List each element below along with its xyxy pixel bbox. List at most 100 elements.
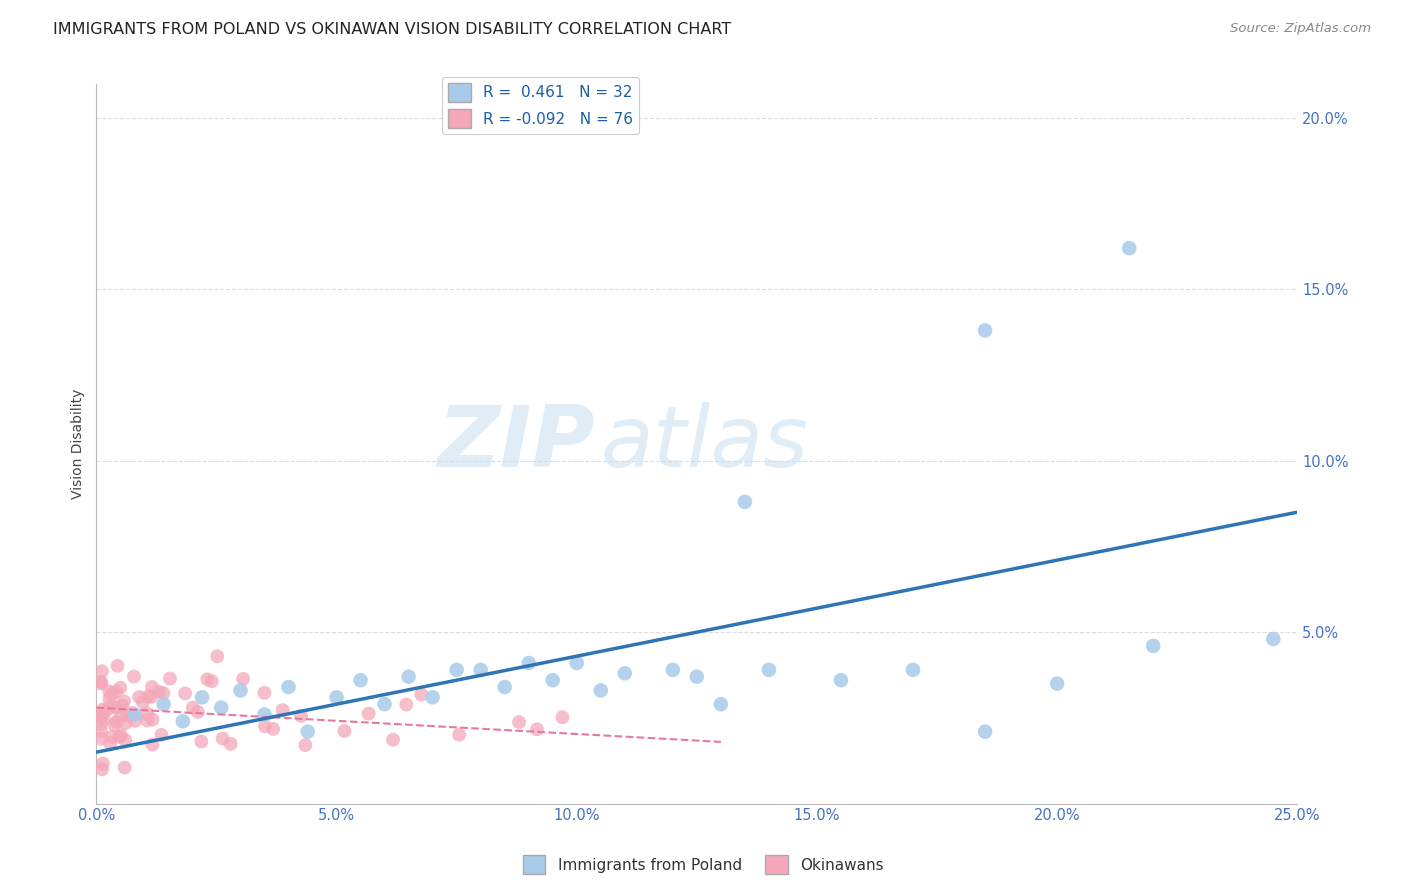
Point — [148, 685, 170, 699]
Point — [181, 700, 204, 714]
Point — [494, 680, 516, 694]
Text: atlas: atlas — [600, 402, 808, 485]
Point — [191, 690, 214, 705]
Point — [349, 673, 371, 688]
Point — [172, 714, 194, 729]
Text: ZIP: ZIP — [437, 402, 595, 485]
Point — [114, 732, 136, 747]
Point — [97, 702, 120, 716]
Point — [333, 723, 356, 738]
Point — [253, 707, 276, 722]
Point — [141, 738, 163, 752]
Point — [90, 676, 112, 690]
Point — [1142, 639, 1164, 653]
Point — [662, 663, 685, 677]
Point — [121, 706, 143, 720]
Legend: Immigrants from Poland, Okinawans: Immigrants from Poland, Okinawans — [516, 849, 890, 880]
Point — [152, 697, 174, 711]
Point — [382, 732, 405, 747]
Point — [374, 697, 396, 711]
Point — [613, 666, 636, 681]
Point — [141, 690, 163, 704]
Point — [103, 718, 125, 732]
Point — [710, 697, 733, 711]
Point — [686, 670, 709, 684]
Point — [1263, 632, 1285, 646]
Point — [830, 673, 852, 688]
Point — [207, 649, 229, 664]
Point — [253, 719, 276, 733]
Point — [209, 700, 232, 714]
Point — [90, 731, 112, 746]
Point — [174, 686, 197, 700]
Point — [98, 691, 121, 706]
Point — [132, 695, 155, 709]
Point — [541, 673, 564, 688]
Point — [422, 690, 444, 705]
Point — [294, 738, 316, 752]
Point — [357, 706, 380, 721]
Point — [105, 685, 128, 699]
Point — [101, 730, 124, 744]
Point — [91, 702, 114, 716]
Point — [90, 711, 112, 725]
Point — [114, 761, 136, 775]
Point — [758, 663, 780, 677]
Point — [297, 724, 319, 739]
Point — [219, 737, 242, 751]
Point — [150, 728, 173, 742]
Point — [141, 713, 163, 727]
Point — [105, 700, 128, 714]
Point — [112, 694, 135, 708]
Point — [565, 656, 588, 670]
Point — [195, 673, 218, 687]
Point — [90, 665, 112, 679]
Point — [277, 680, 299, 694]
Point — [262, 722, 284, 736]
Point — [446, 663, 468, 677]
Point — [93, 712, 115, 726]
Point — [974, 323, 997, 337]
Point — [128, 690, 150, 704]
Text: IMMIGRANTS FROM POLAND VS OKINAWAN VISION DISABILITY CORRELATION CHART: IMMIGRANTS FROM POLAND VS OKINAWAN VISIO… — [53, 22, 731, 37]
Point — [190, 734, 212, 748]
Point — [508, 715, 530, 730]
Legend: R =  0.461   N = 32, R = -0.092   N = 76: R = 0.461 N = 32, R = -0.092 N = 76 — [441, 77, 640, 134]
Point — [901, 663, 924, 677]
Point — [124, 714, 146, 728]
Point — [136, 714, 159, 728]
Point — [124, 707, 146, 722]
Point — [290, 709, 312, 723]
Point — [91, 762, 114, 776]
Point — [105, 714, 128, 729]
Point — [111, 698, 134, 713]
Point — [90, 710, 112, 724]
Point — [108, 730, 131, 744]
Point — [271, 703, 294, 717]
Point — [110, 710, 132, 724]
Text: Source: ZipAtlas.com: Source: ZipAtlas.com — [1230, 22, 1371, 36]
Point — [159, 672, 181, 686]
Point — [100, 687, 122, 701]
Point — [90, 708, 112, 723]
Point — [974, 724, 997, 739]
Point — [229, 683, 252, 698]
Point — [551, 710, 574, 724]
Point — [411, 688, 433, 702]
Point — [90, 675, 112, 690]
Y-axis label: Vision Disability: Vision Disability — [72, 388, 86, 499]
Point — [90, 716, 112, 731]
Point — [114, 716, 136, 731]
Point — [110, 728, 132, 742]
Point — [122, 669, 145, 683]
Point — [1046, 676, 1069, 690]
Point — [211, 731, 233, 746]
Point — [395, 698, 418, 712]
Point — [141, 680, 163, 694]
Point — [232, 672, 254, 686]
Point — [152, 686, 174, 700]
Point — [98, 684, 121, 698]
Point — [91, 756, 114, 771]
Point — [98, 736, 121, 750]
Point — [107, 658, 129, 673]
